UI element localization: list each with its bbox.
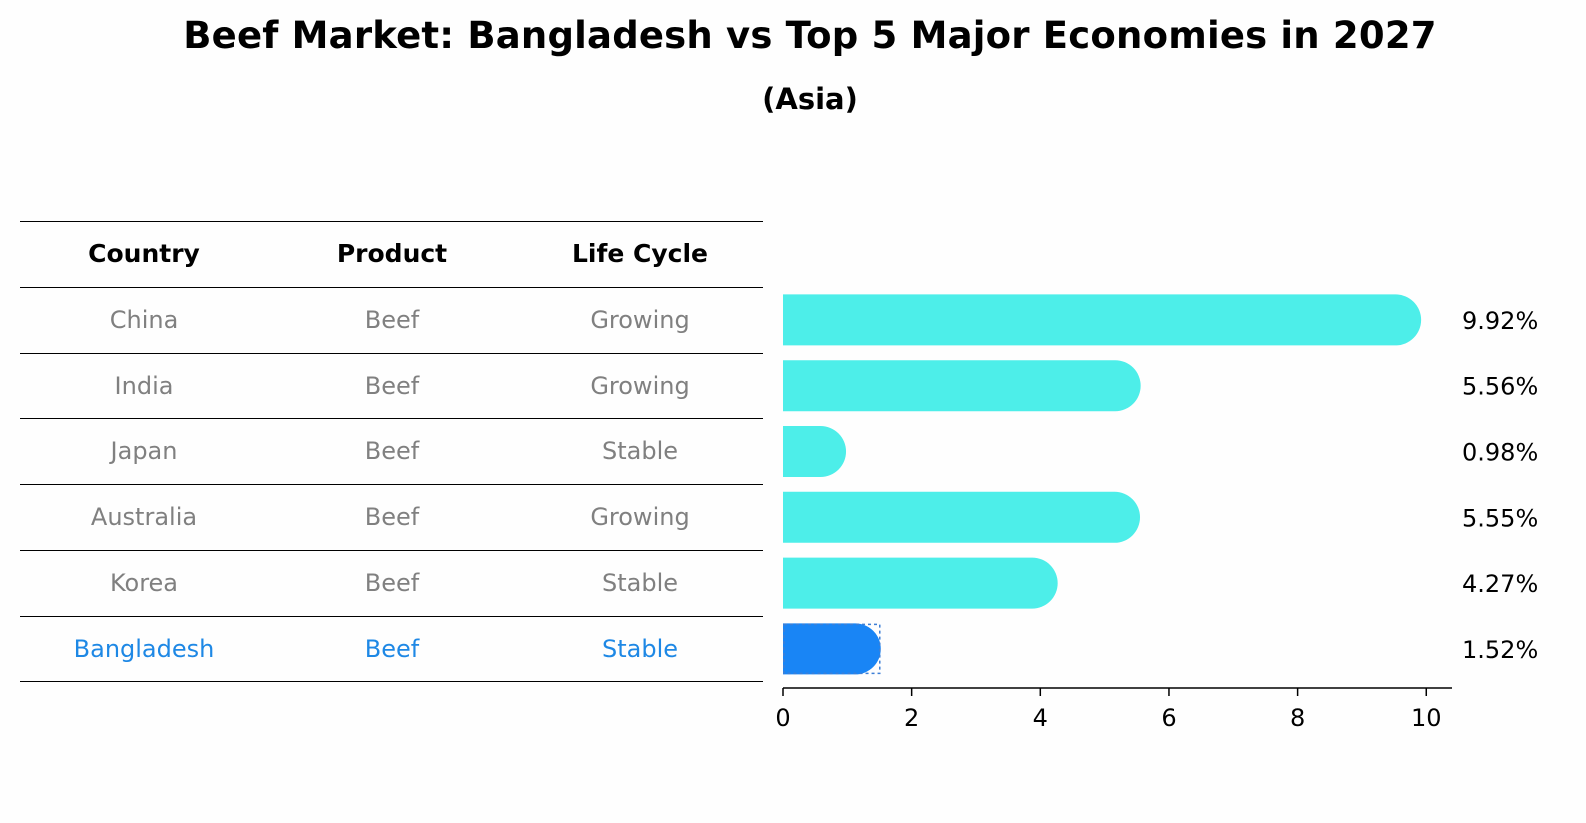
cell-product: Beef bbox=[364, 503, 420, 532]
bar bbox=[783, 491, 1141, 543]
cell-life-cycle: Growing bbox=[590, 503, 690, 532]
table-row: Japan Beef Stable bbox=[20, 418, 763, 484]
cell-life-cycle: Stable bbox=[601, 568, 679, 597]
header-life-cycle: Life Cycle bbox=[571, 239, 709, 268]
bar bbox=[783, 360, 1141, 412]
cell-product: Beef bbox=[364, 437, 420, 466]
cell-life-cycle: Growing bbox=[590, 371, 690, 400]
cell-country: Japan bbox=[110, 437, 178, 466]
x-tick-label: 4 bbox=[1033, 704, 1048, 732]
bar bbox=[783, 426, 847, 477]
cell-life-cycle: Growing bbox=[590, 305, 690, 334]
cell-country: Australia bbox=[90, 503, 198, 532]
bar bbox=[783, 294, 1422, 346]
table-row: Korea Beef Stable bbox=[20, 549, 763, 616]
cell-product: Beef bbox=[364, 634, 420, 663]
chart-subtitle: (Asia) bbox=[762, 82, 858, 116]
x-tick-label: 0 bbox=[775, 704, 790, 732]
table-row-highlight: Bangladesh Beef Stable bbox=[20, 615, 763, 682]
cell-country: Korea bbox=[109, 568, 179, 597]
data-table: Country Product Life Cycle China Beef Gr… bbox=[20, 221, 763, 682]
cell-country: Bangladesh bbox=[73, 634, 215, 663]
header-country: Country bbox=[88, 239, 200, 268]
x-tick-label: 6 bbox=[1161, 704, 1176, 732]
bar-value-label: 5.55% bbox=[1462, 504, 1538, 532]
x-tick-label: 10 bbox=[1411, 704, 1442, 732]
table-header-row: Country Product Life Cycle bbox=[20, 221, 763, 287]
cell-product: Beef bbox=[364, 371, 420, 400]
table-row: China Beef Growing bbox=[20, 286, 763, 353]
chart-title: Beef Market: Bangladesh vs Top 5 Major E… bbox=[183, 14, 1437, 57]
bar bbox=[783, 557, 1058, 609]
cell-product: Beef bbox=[364, 305, 420, 334]
x-tick-label: 8 bbox=[1290, 704, 1305, 732]
bar-value-label: 1.52% bbox=[1462, 636, 1538, 664]
cell-life-cycle: Stable bbox=[601, 437, 679, 466]
bar-highlight-outline bbox=[783, 623, 881, 675]
cell-country: China bbox=[109, 305, 179, 334]
cell-product: Beef bbox=[364, 568, 420, 597]
bar-highlight bbox=[783, 623, 881, 675]
cell-life-cycle: Stable bbox=[601, 634, 679, 663]
x-tick-label: 2 bbox=[904, 704, 919, 732]
header-product: Product bbox=[336, 239, 448, 268]
bar-value-label: 5.56% bbox=[1462, 373, 1538, 401]
bar-value-label: 0.98% bbox=[1462, 439, 1538, 467]
bar-value-label: 9.92% bbox=[1462, 307, 1538, 335]
bar-value-label: 4.27% bbox=[1462, 570, 1538, 598]
table-row: Australia Beef Growing bbox=[20, 484, 763, 550]
table-row: India Beef Growing bbox=[20, 352, 763, 419]
cell-country: India bbox=[114, 371, 174, 400]
